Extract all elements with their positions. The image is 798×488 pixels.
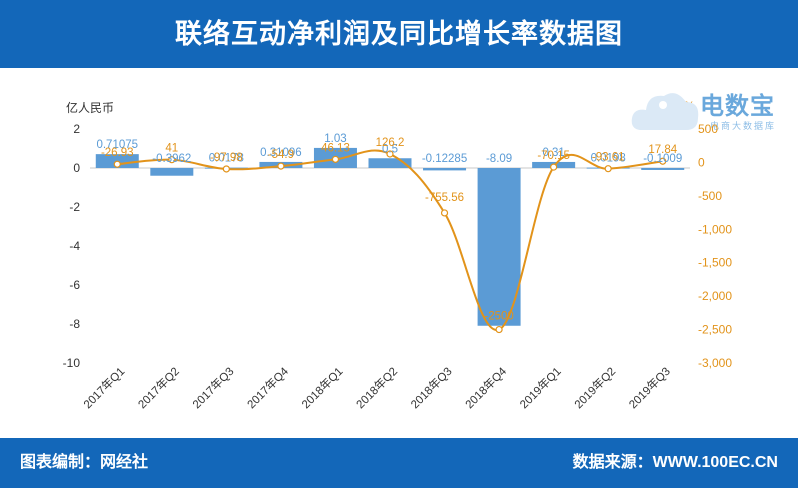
y2-tick-label: -1,000 [698,222,732,236]
bar-value-label: 1.03 [324,133,346,145]
x-tick-label: 2018年Q3 [408,364,455,411]
bar [150,168,194,176]
line-value-label: 17.84 [648,144,677,156]
y-tick-label: -4 [69,239,80,253]
growth-rate-line [117,149,663,331]
watermark-brand: 电数宝 [700,93,775,120]
line-value-label: -26.93 [101,147,134,159]
bar-value-label: 0.71075 [96,139,138,151]
y2-tick-label: -2,000 [698,289,732,303]
y2-tick-label: -1,500 [698,256,732,270]
line-point [222,165,230,173]
line-point [331,155,340,163]
bar [423,168,467,171]
line-value-label: -70.15 [537,150,570,162]
x-tick-label: 2018年Q4 [462,364,509,411]
footer-source: 数据来源：WWW.100EC.CN [572,454,778,471]
bar [368,158,412,168]
chart-title: 联络互动净利润及同比增长率数据图 [175,19,623,49]
line-value-label: 126.2 [376,137,405,149]
bar-value-label: 0.0178 [209,153,244,165]
footer-credit: 图表编制：网经社 [20,454,149,471]
bar [477,168,521,326]
watermark-subtitle: 电商大数据库 [710,121,777,131]
line-point [277,162,285,170]
y-tick-label: -10 [63,356,81,370]
y-tick-label: -2 [69,200,80,214]
line-value-label: -2500 [484,311,513,323]
y2-tick-label: 0 [698,155,705,169]
y-tick-label: -8 [69,317,80,331]
x-tick-label: 2018年Q1 [299,364,346,411]
line-point [550,163,558,171]
x-tick-label: 2017年Q1 [80,364,127,411]
bar-value-label: -0.3962 [152,153,191,165]
x-tick-label: 2019年Q2 [571,364,618,411]
line-value-label: 46.13 [321,142,350,154]
y2-tick-label: 500 [698,122,718,136]
bar-value-label: -8.09 [486,153,512,165]
y2-tick-label: -3,000 [698,356,732,370]
y2-tick-label: -500 [698,189,722,203]
y2-tick-label: -2,500 [698,323,732,337]
line-value-label: -54.9 [268,149,294,161]
line-point [604,165,612,173]
y-axis-unit-label: 亿人民币 [66,101,115,115]
x-tick-label: 2019年Q1 [517,364,564,411]
line-point [113,160,121,168]
bar-value-label: 0.31 [542,147,564,159]
bar-value-label: -0.1009 [643,153,682,165]
line-point [659,157,667,165]
title-bar: 联络互动净利润及同比增长率数据图 [0,0,798,68]
cloud-logo-icon [631,93,699,130]
y-tick-label: -6 [69,278,80,292]
line-point [386,150,394,158]
y-tick-label: 0 [73,161,80,175]
x-tick-label: 2017年Q4 [244,364,291,411]
line-point [440,209,449,217]
x-tick-label: 2017年Q3 [190,364,237,411]
line-value-label: -93.61 [592,152,625,164]
line-value-label: -97.98 [210,152,243,164]
bar-value-label: 0.0198 [591,153,626,165]
line-point [168,156,176,164]
x-tick-label: 2018年Q2 [353,364,400,411]
bar [641,168,685,170]
x-tick-label: 2019年Q3 [626,364,673,411]
y-tick-label: 2 [73,122,80,136]
bar-value-label: 0.31096 [260,147,302,159]
line-value-label: 41 [165,143,178,155]
bar-value-label: 0.5 [382,143,398,155]
line-value-label: -755.56 [425,192,464,204]
line-point [495,325,503,334]
bar-value-label: -0.12285 [422,153,467,165]
footer-bar: 图表编制：网经社 数据来源：WWW.100EC.CN [0,438,798,488]
x-tick-label: 2017年Q2 [135,364,182,411]
